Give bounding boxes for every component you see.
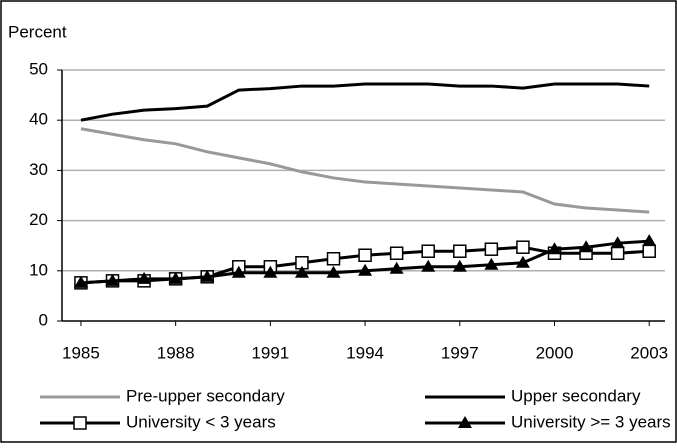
marker: [263, 265, 278, 278]
marker: [458, 416, 472, 428]
y-tick-label: 40: [29, 110, 48, 129]
y-tick-label: 10: [29, 260, 48, 279]
marker: [73, 275, 88, 288]
y-axis-label: Percent: [8, 22, 67, 41]
marker: [389, 261, 404, 274]
x-tick-label: 2000: [536, 343, 574, 362]
series-line: [80, 82, 650, 122]
marker: [231, 265, 246, 278]
series-line: [80, 127, 650, 214]
legend-label: University >= 3 years: [511, 412, 671, 431]
x-tick-label: 1991: [251, 343, 289, 362]
marker: [610, 246, 625, 260]
marker: [452, 259, 467, 272]
marker: [453, 244, 467, 258]
marker: [326, 252, 341, 266]
x-tick-label: 2003: [630, 343, 668, 362]
marker: [105, 273, 120, 286]
marker: [137, 271, 152, 284]
y-tick-label: 20: [29, 210, 48, 229]
marker: [389, 246, 404, 260]
x-tick-label: 1997: [441, 343, 479, 362]
marker: [515, 255, 530, 268]
marker: [421, 259, 436, 272]
marker: [358, 248, 372, 262]
legend-label: University < 3 years: [126, 412, 276, 431]
marker: [200, 269, 215, 282]
y-tick-label: 50: [29, 59, 48, 78]
y-tick-label: 30: [29, 160, 48, 179]
marker: [73, 416, 87, 430]
legend-label: Upper secondary: [511, 386, 641, 405]
marker: [358, 263, 373, 276]
x-tick-label: 1994: [346, 343, 384, 362]
x-tick-label: 1988: [157, 343, 195, 362]
marker: [294, 265, 309, 278]
marker: [484, 257, 499, 270]
marker: [642, 234, 657, 247]
legend-label: Pre-upper secondary: [126, 386, 285, 405]
marker: [484, 242, 499, 256]
x-tick-label: 1985: [62, 343, 100, 362]
marker: [610, 236, 625, 249]
marker: [421, 244, 435, 258]
marker: [168, 271, 183, 284]
marker: [547, 242, 562, 255]
marker: [579, 240, 594, 253]
marker: [516, 240, 530, 254]
marker: [326, 265, 341, 278]
marker: [642, 244, 656, 258]
y-tick-label: 0: [39, 310, 48, 329]
